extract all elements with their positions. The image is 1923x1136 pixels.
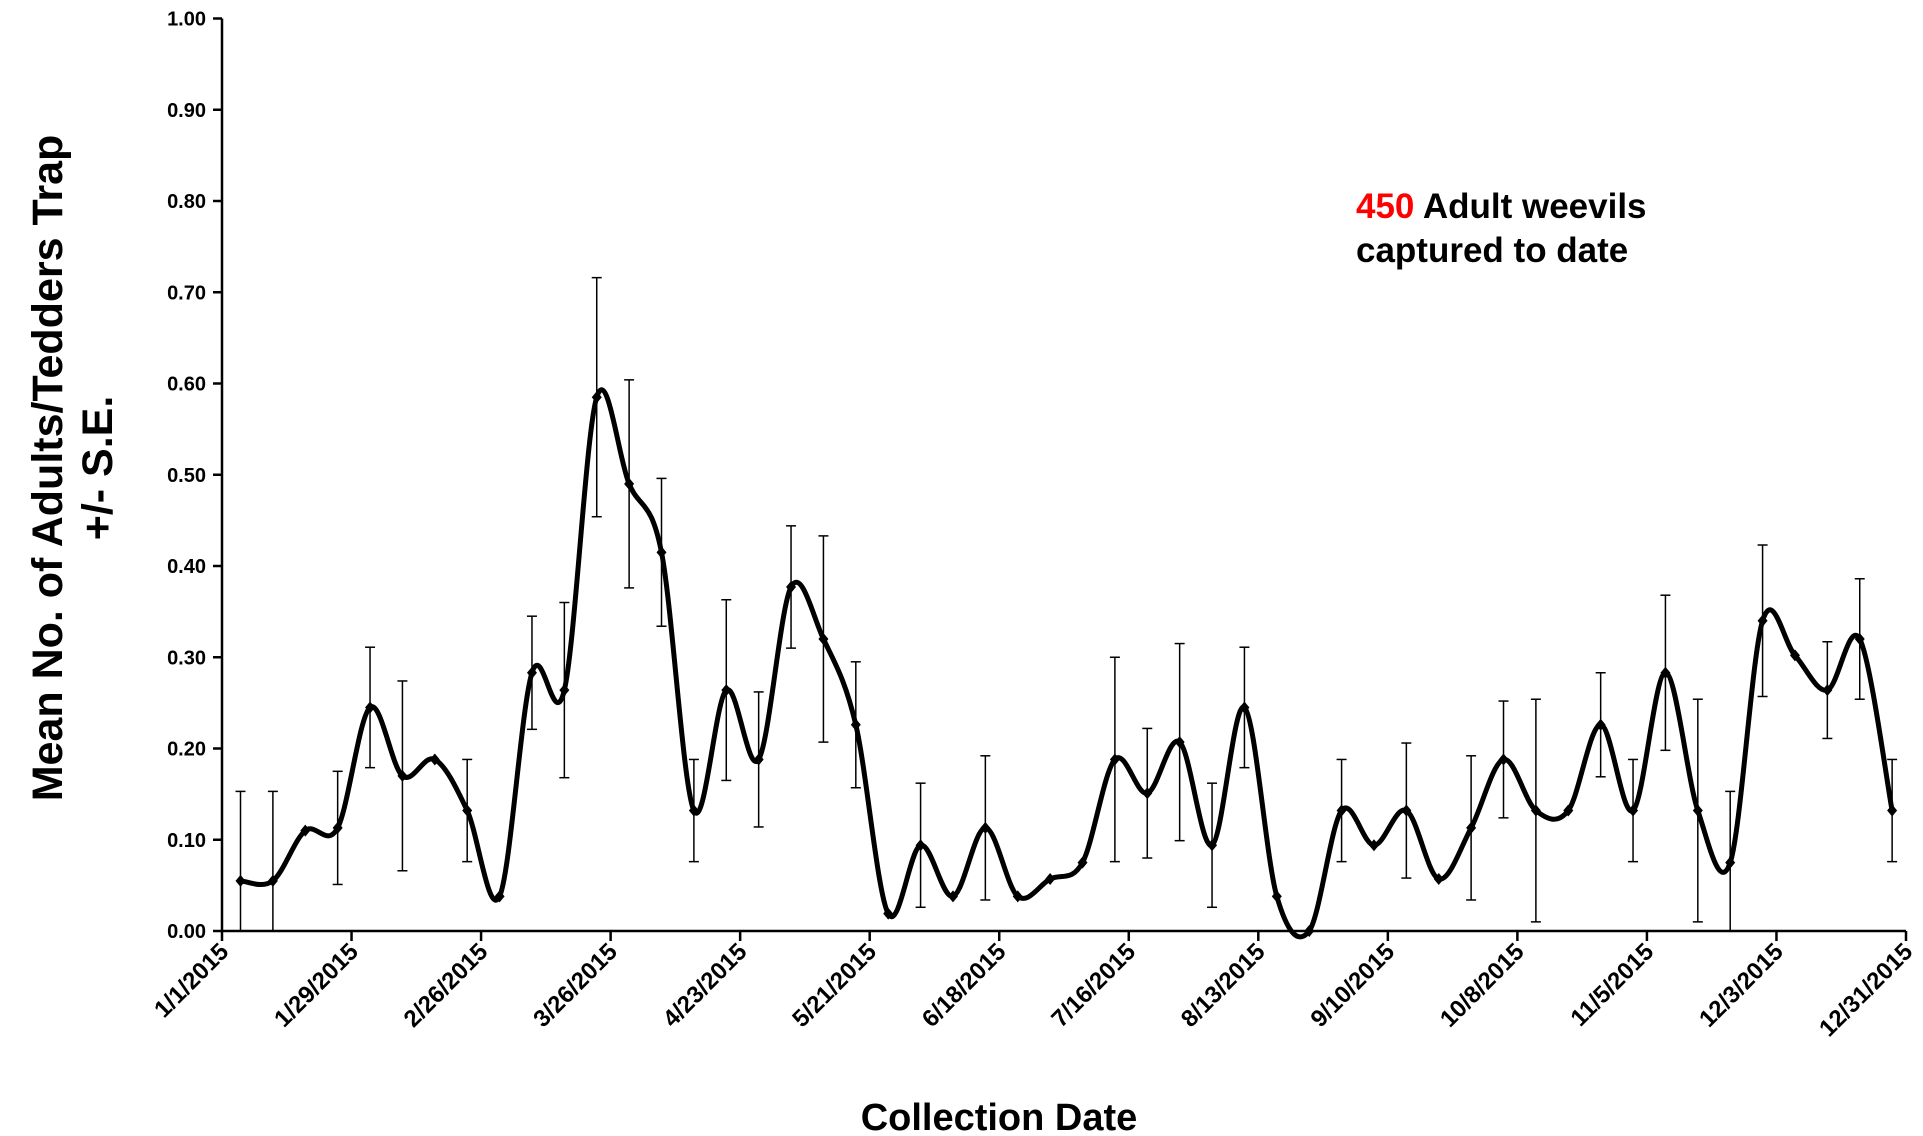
marker xyxy=(1854,633,1865,645)
x-tick-label: 6/18/2015 xyxy=(917,938,1012,1033)
marker xyxy=(1271,890,1282,903)
x-tick-label: 11/5/2015 xyxy=(1566,938,1660,1032)
x-tick-label: 5/21/2015 xyxy=(787,938,882,1033)
marker xyxy=(591,391,602,404)
y-tick-label: 0.30 xyxy=(167,647,206,669)
marker xyxy=(1142,787,1153,800)
marker xyxy=(1304,925,1315,937)
y-tick-label: 0.10 xyxy=(167,830,206,852)
marker xyxy=(656,546,667,559)
marker xyxy=(526,666,537,679)
marker xyxy=(1660,666,1671,679)
marker xyxy=(1725,856,1736,869)
x-tick-label: 9/10/2015 xyxy=(1305,938,1400,1033)
marker xyxy=(300,824,311,837)
marker xyxy=(559,684,570,697)
y-tick-label: 1.00 xyxy=(167,9,206,31)
marker xyxy=(1789,649,1800,662)
y-tick-label: 0.00 xyxy=(167,921,206,943)
marker xyxy=(1368,839,1379,852)
x-tick-label: 8/13/2015 xyxy=(1176,938,1271,1033)
x-axis-label: Collection Date xyxy=(861,1097,1138,1131)
marker xyxy=(267,874,278,887)
marker xyxy=(1239,701,1250,714)
x-tick-label: 3/26/2015 xyxy=(528,938,623,1033)
y-tick-label: 0.20 xyxy=(167,739,206,761)
error-bar xyxy=(235,790,246,932)
y-tick-label: 0.90 xyxy=(167,100,206,122)
marker xyxy=(1530,804,1541,817)
marker xyxy=(1109,753,1120,766)
marker xyxy=(1498,753,1509,766)
marker xyxy=(494,890,505,903)
marker xyxy=(462,804,473,817)
marker xyxy=(980,821,991,834)
marker xyxy=(1757,614,1768,627)
marker xyxy=(753,753,764,766)
marker xyxy=(1563,804,1574,817)
x-tick-label: 12/3/2015 xyxy=(1694,938,1789,1033)
annotation: captured to date xyxy=(1356,231,1628,270)
x-tick-label: 12/31/2015 xyxy=(1814,938,1918,1042)
annotation: 450 Adult weevils xyxy=(1356,187,1647,226)
marker xyxy=(429,753,440,766)
marker xyxy=(624,477,635,490)
y-axis-label: +/- S.E. xyxy=(74,396,122,541)
marker xyxy=(1466,821,1477,834)
series-line xyxy=(240,387,1895,940)
marker xyxy=(1174,736,1185,749)
y-tick-label: 0.80 xyxy=(167,191,206,213)
marker xyxy=(332,821,343,834)
marker xyxy=(915,839,926,852)
marker xyxy=(818,633,829,645)
marker xyxy=(1887,804,1898,817)
y-axis-label: Mean No. of Adults/Tedders Trap xyxy=(24,135,72,802)
marker xyxy=(235,874,246,887)
y-tick-label: 0.40 xyxy=(167,556,206,578)
marker xyxy=(786,580,797,593)
y-tick-label: 0.50 xyxy=(167,465,206,487)
marker xyxy=(1692,804,1703,817)
marker xyxy=(1628,804,1639,817)
annotation-text: Adult weevils xyxy=(1423,187,1647,226)
marker xyxy=(1822,684,1833,697)
x-tick-label: 1/1/2015 xyxy=(149,938,234,1023)
x-tick-label: 2/26/2015 xyxy=(399,938,494,1033)
marker xyxy=(397,769,408,782)
marker xyxy=(688,804,699,817)
y-tick-label: 0.60 xyxy=(167,374,206,396)
marker xyxy=(1433,872,1444,885)
marker xyxy=(1012,890,1023,903)
y-axis-label-group: Mean No. of Adults/Tedders Trap +/- S.E. xyxy=(24,135,122,802)
marker xyxy=(365,701,376,714)
marker xyxy=(721,684,732,697)
marker xyxy=(1595,718,1606,731)
error-bar xyxy=(267,790,278,932)
x-tick-label: 10/8/2015 xyxy=(1435,938,1530,1033)
marker xyxy=(1077,856,1088,869)
x-tick-label: 7/16/2015 xyxy=(1046,938,1141,1033)
marker xyxy=(883,907,894,920)
marker xyxy=(1045,872,1056,885)
y-tick-label: 0.70 xyxy=(167,282,206,304)
x-tick-label: 4/23/2015 xyxy=(658,938,753,1033)
marker xyxy=(947,890,958,903)
marker xyxy=(1401,804,1412,817)
x-tick-label: 1/29/2015 xyxy=(269,938,364,1033)
annotation-count: 450 xyxy=(1356,187,1414,226)
marker xyxy=(850,718,861,731)
marker xyxy=(1207,839,1218,852)
marker xyxy=(1336,804,1347,817)
